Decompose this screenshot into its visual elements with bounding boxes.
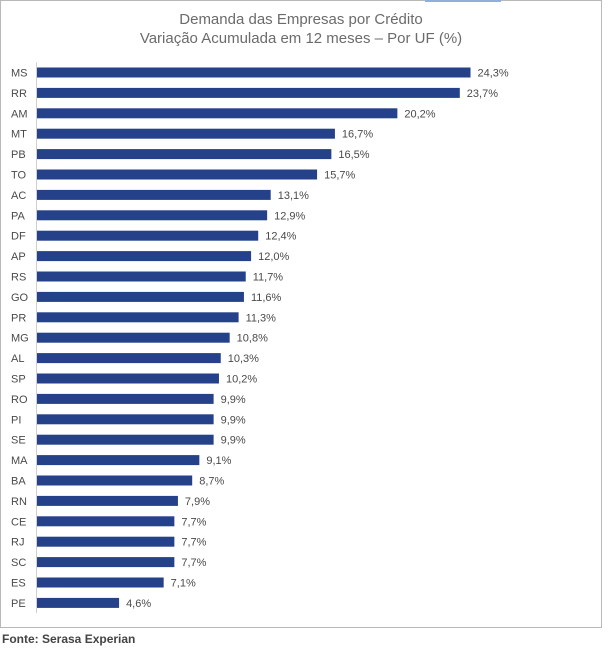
bar-ma [37, 455, 200, 466]
category-label-df: DF [11, 231, 26, 243]
value-label-df: 12,4% [265, 231, 296, 243]
category-label-pe: PE [11, 598, 26, 610]
value-label-rn: 7,9% [185, 496, 210, 508]
bar-ro [37, 393, 214, 404]
value-label-se: 9,9% [221, 435, 246, 447]
value-label-mt: 16,7% [342, 129, 373, 141]
category-label-sp: SP [11, 374, 26, 386]
bar-pb [37, 149, 332, 160]
category-label-pr: PR [11, 312, 26, 324]
value-label-sc: 7,7% [181, 557, 206, 569]
value-label-ms: 24,3% [478, 68, 509, 80]
value-label-pr: 11,3% [246, 312, 277, 324]
category-label-rs: RS [11, 272, 26, 284]
value-label-ma: 9,1% [206, 455, 231, 467]
value-label-am: 20,2% [404, 108, 435, 120]
bar-pi [37, 414, 214, 425]
bar-rj [37, 536, 175, 547]
value-label-mg: 10,8% [237, 333, 268, 345]
bar-ce [37, 516, 175, 527]
category-label-to: TO [11, 170, 27, 182]
category-label-ro: RO [11, 394, 28, 406]
bar-ac [37, 189, 271, 200]
value-label-pe: 4,6% [126, 598, 151, 610]
category-label-ac: AC [11, 190, 26, 202]
value-label-ce: 7,7% [181, 516, 206, 528]
category-label-pa: PA [11, 210, 26, 222]
value-label-ba: 8,7% [199, 476, 224, 488]
bar-pa [37, 210, 268, 221]
category-label-rn: RN [11, 496, 27, 508]
category-label-se: SE [11, 435, 26, 447]
bar-rs [37, 271, 246, 282]
bar-ba [37, 475, 193, 486]
category-label-al: AL [11, 353, 24, 365]
category-label-mg: MG [11, 333, 29, 345]
category-label-pi: PI [11, 414, 21, 426]
category-label-ap: AP [11, 251, 26, 263]
bar-ap [37, 251, 252, 262]
bar-ms [37, 67, 471, 78]
value-label-sp: 10,2% [226, 374, 257, 386]
bar-df [37, 230, 259, 241]
bar-se [37, 434, 214, 445]
bar-rn [37, 495, 178, 506]
value-label-pb: 16,5% [338, 149, 369, 161]
top-accent-line [425, 0, 501, 2]
value-label-es: 7,1% [171, 578, 196, 590]
category-label-rj: RJ [11, 537, 24, 549]
chart-subtitle: Variação Acumulada em 12 meses – Por UF … [139, 30, 463, 47]
category-label-am: AM [11, 108, 28, 120]
category-label-sc: SC [11, 557, 26, 569]
value-label-pa: 12,9% [274, 210, 305, 222]
bar-sc [37, 557, 175, 568]
category-label-ma: MA [11, 455, 28, 467]
value-label-ap: 12,0% [258, 251, 289, 263]
category-label-es: ES [11, 578, 26, 590]
category-label-ce: CE [11, 516, 26, 528]
category-label-pb: PB [11, 149, 26, 161]
source-note: Fonte: Serasa Experian [2, 632, 136, 646]
category-label-ba: BA [11, 476, 26, 488]
value-label-go: 11,6% [251, 292, 282, 304]
value-label-ro: 9,9% [221, 394, 246, 406]
value-label-to: 15,7% [324, 170, 355, 182]
category-label-rr: RR [11, 88, 27, 100]
value-label-rs: 11,7% [253, 272, 284, 284]
bar-sp [37, 373, 219, 384]
bar-mt [37, 128, 335, 139]
bar-rr [37, 87, 460, 98]
category-label-go: GO [11, 292, 29, 304]
bar-mg [37, 332, 230, 343]
bar-am [37, 108, 398, 119]
category-label-mt: MT [11, 129, 27, 141]
bar-go [37, 291, 244, 302]
bar-es [37, 577, 164, 588]
bar-chart: MS 24,3% RR 23,7% AM 20,2% MT 16,7% PB 16,5% TO 15,… [11, 62, 509, 614]
value-label-ac: 13,1% [278, 190, 309, 202]
category-label-ms: MS [11, 68, 28, 80]
value-label-al: 10,3% [228, 353, 259, 365]
value-label-pi: 9,9% [221, 414, 246, 426]
bar-to [37, 169, 318, 180]
bar-pe [37, 597, 120, 608]
bar-al [37, 353, 221, 364]
value-label-rr: 23,7% [467, 88, 498, 100]
bar-pr [37, 312, 239, 323]
chart-title: Demanda das Empresas por Crédito [179, 11, 423, 28]
value-label-rj: 7,7% [181, 537, 206, 549]
